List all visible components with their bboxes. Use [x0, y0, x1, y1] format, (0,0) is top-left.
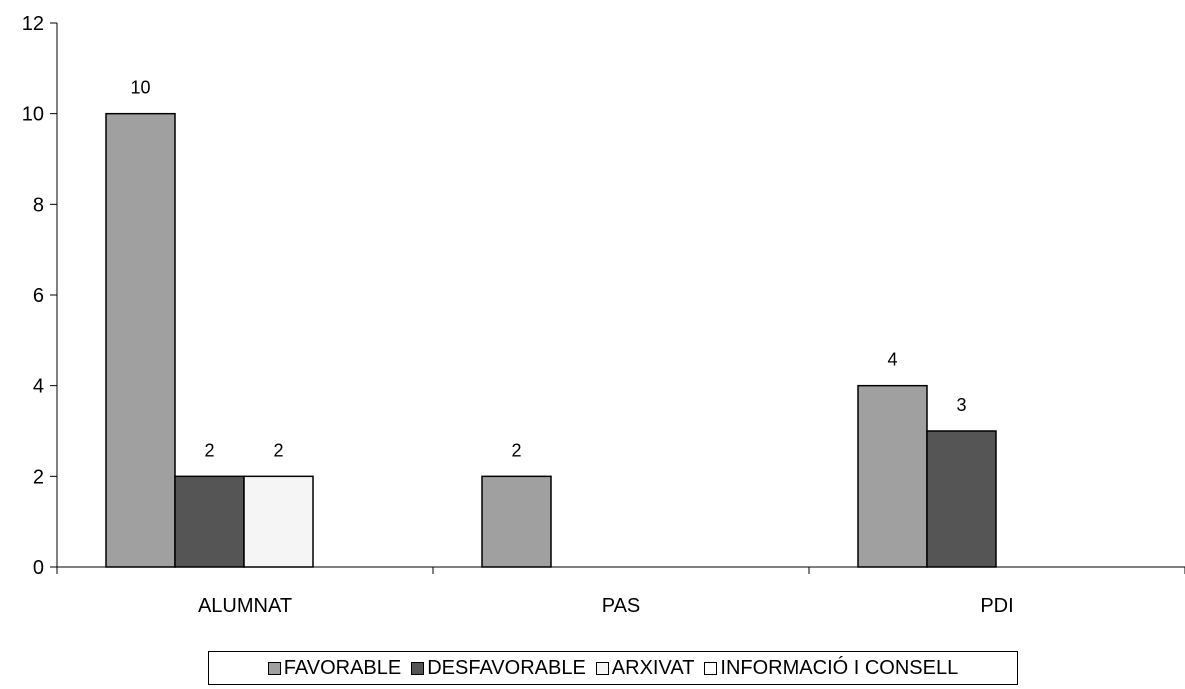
x-tick-label-alumnat: ALUMNAT — [198, 595, 292, 617]
y-tick-label: 10 — [22, 104, 44, 126]
data-label-desfavorable-alumnat: 2 — [204, 440, 214, 460]
legend-swatch-arxivat — [595, 661, 609, 675]
y-tick-label: 4 — [33, 376, 44, 398]
y-tick-label: 0 — [33, 557, 44, 579]
bar-favorable-pas — [481, 475, 552, 568]
legend-label-favorable: FAVORABLE — [283, 656, 402, 679]
legend: FAVORABLE DESFAVORABLE ARXIVAT INFORMACI… — [208, 651, 1018, 685]
data-labels-layer: 10 2 2 2 4 3 — [130, 78, 966, 461]
legend-label-arxivat: ARXIVAT — [611, 656, 695, 679]
data-label-favorable-pdi: 4 — [887, 350, 897, 370]
y-tick-label: 2 — [33, 466, 44, 488]
legend-entry-arxivat: ARXIVAT — [595, 656, 695, 680]
axes-layer: 0 2 4 6 8 10 12 ALUMNAT PAS PDI — [22, 13, 1185, 617]
y-tick-label: 6 — [33, 285, 44, 307]
y-tick-label: 8 — [33, 194, 44, 216]
legend-label-informacio-i-consell: INFORMACIÓ I CONSELL — [720, 656, 959, 679]
legend-swatch-favorable — [267, 661, 281, 675]
x-tick-label-pas: PAS — [602, 595, 641, 617]
data-label-favorable-pas: 2 — [511, 440, 521, 460]
x-tick-label-pdi: PDI — [980, 595, 1013, 617]
bar-arxivat-alumnat — [243, 475, 314, 568]
bar-desfavorable-alumnat — [174, 475, 245, 568]
data-label-favorable-alumnat: 10 — [130, 78, 150, 98]
legend-entry-desfavorable: DESFAVORABLE — [411, 657, 586, 680]
legend-label-desfavorable: DESFAVORABLE — [427, 656, 586, 679]
bar-favorable-alumnat — [105, 112, 176, 568]
data-label-arxivat-alumnat: 2 — [273, 440, 283, 460]
legend-swatch-informacio-i-consell — [704, 661, 718, 675]
legend-entry-favorable: FAVORABLE — [267, 656, 402, 680]
legend-swatch-desfavorable — [411, 661, 425, 675]
legend-entry-informacio-i-consell: INFORMACIÓ I CONSELL — [704, 657, 958, 680]
bar-favorable-pdi — [857, 384, 928, 568]
y-tick-label: 12 — [22, 13, 44, 35]
data-label-desfavorable-pdi: 3 — [956, 395, 966, 415]
bar-desfavorable-pdi — [926, 430, 997, 568]
bars-layer — [105, 112, 997, 568]
bar-chart: 10 2 2 2 4 3 0 2 4 6 8 10 12 ALUMNAT PAS PDI — [22, 13, 1185, 617]
